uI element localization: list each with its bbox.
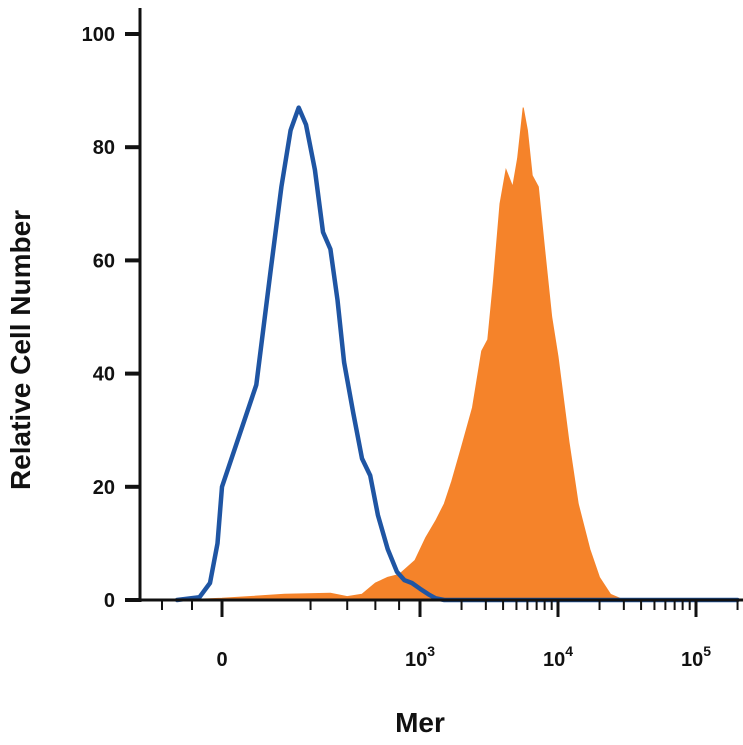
x-tick-label-1000: 103 — [405, 643, 435, 671]
series-2-line-histogram — [174, 105, 740, 603]
y-tick-label-100: 100 — [82, 24, 115, 46]
series-layer — [174, 105, 740, 603]
y-tick-label-40: 40 — [93, 364, 115, 386]
x-axis-title: Mer — [395, 707, 445, 738]
y-tick-label-0: 0 — [104, 590, 115, 612]
x-tick-label-10000: 104 — [543, 643, 573, 671]
y-tick-label-80: 80 — [93, 137, 115, 159]
series-1-filled-histogram — [176, 107, 624, 601]
y-tick-label-20: 20 — [93, 477, 115, 499]
ticks-layer: 0 20 40 60 80 100 0 103 104 105 — [82, 24, 739, 671]
axes-layer — [138, 8, 743, 602]
x-tick-label-100000: 105 — [681, 643, 711, 671]
x-tick-label-0: 0 — [216, 649, 227, 671]
y-axis-title: Relative Cell Number — [5, 210, 36, 490]
y-tick-label-60: 60 — [93, 250, 115, 272]
